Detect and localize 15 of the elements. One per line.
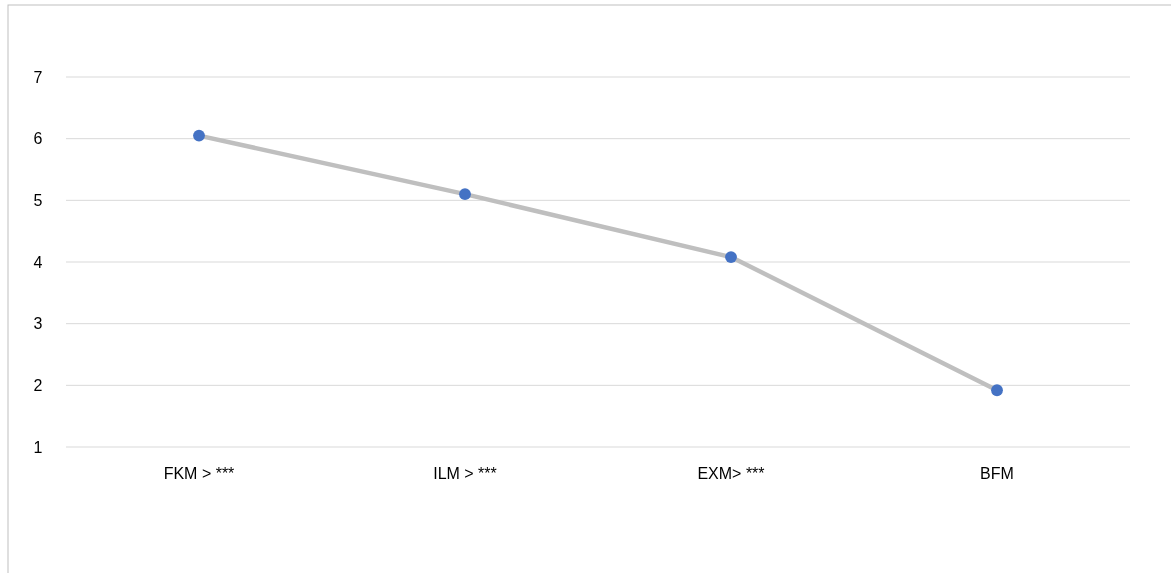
x-tick-label: ILM > ***: [433, 464, 497, 482]
x-tick-label: EXM> ***: [697, 464, 765, 482]
x-tick-label: FKM > ***: [163, 464, 235, 482]
y-tick-label: 1: [33, 438, 43, 456]
x-tick-label: BFM: [980, 464, 1014, 482]
point: [725, 251, 737, 263]
y-tick-label: 5: [33, 191, 43, 209]
y-tick-label: 7: [33, 68, 43, 86]
y-tick-label: 2: [33, 376, 43, 394]
y-tick-label: 4: [33, 253, 43, 271]
y-tick-label: 6: [33, 130, 43, 148]
y-tick-label: 3: [33, 315, 43, 333]
point: [991, 384, 1003, 397]
point: [193, 129, 205, 142]
point: [459, 188, 471, 201]
